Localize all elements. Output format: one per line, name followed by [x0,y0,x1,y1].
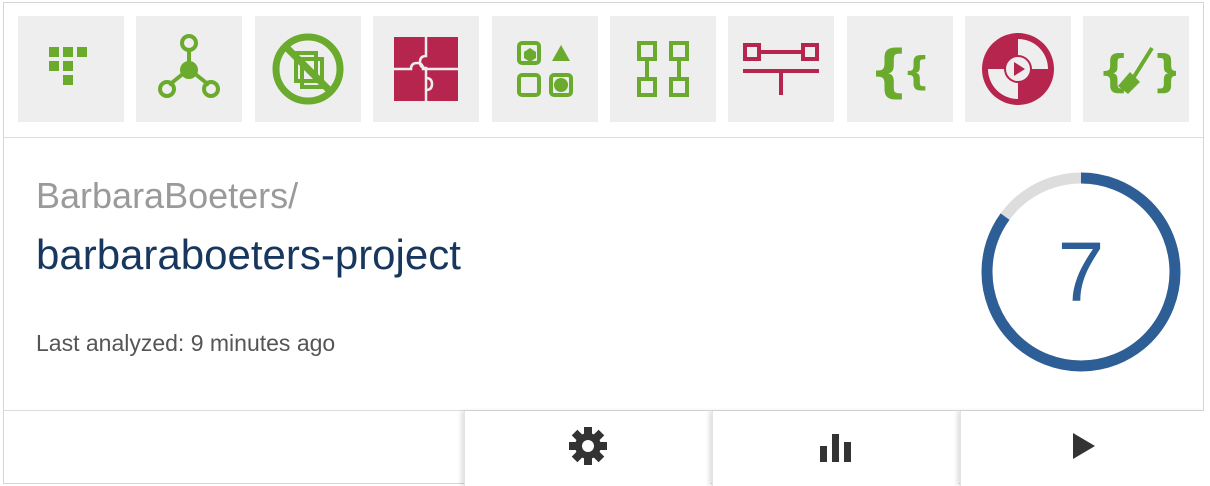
braces-icon[interactable]: { { [847,16,953,122]
puzzle-icon[interactable] [373,16,479,122]
gear-icon [566,424,610,473]
play-icon [1070,431,1098,466]
settings-button[interactable] [464,411,711,486]
last-analyzed-text: Last analyzed: 9 minutes ago [36,330,336,356]
svg-text:{: { [903,49,930,93]
score-value: 7 [1057,224,1105,319]
connector-icon[interactable] [728,16,834,122]
code-cleanup-icon[interactable]: { } [1083,16,1189,122]
project-owner: BarbaraBoeters/ [36,175,299,216]
project-name-link[interactable]: barbaraboeters-project [36,231,461,278]
svg-text:{: { [869,39,909,104]
category-icon-bar: { { { } [4,3,1203,138]
play-badge-icon[interactable] [965,16,1071,122]
project-card: { { { } BarbaraBoeters/ barbaraboet [3,2,1207,486]
no-copy-icon[interactable] [255,16,361,122]
bar-chart-icon [818,428,854,469]
action-bar [4,410,1207,486]
node-graph-icon[interactable] [136,16,242,122]
shapes-icon[interactable] [492,16,598,122]
score-gauge: 7 [980,171,1182,373]
dot-grid-icon[interactable] [18,16,124,122]
svg-text:}: } [1152,46,1176,97]
boxes-icon[interactable] [610,16,716,122]
statistics-button[interactable] [712,411,959,486]
score-arc [981,172,1181,372]
run-button[interactable] [960,411,1207,486]
